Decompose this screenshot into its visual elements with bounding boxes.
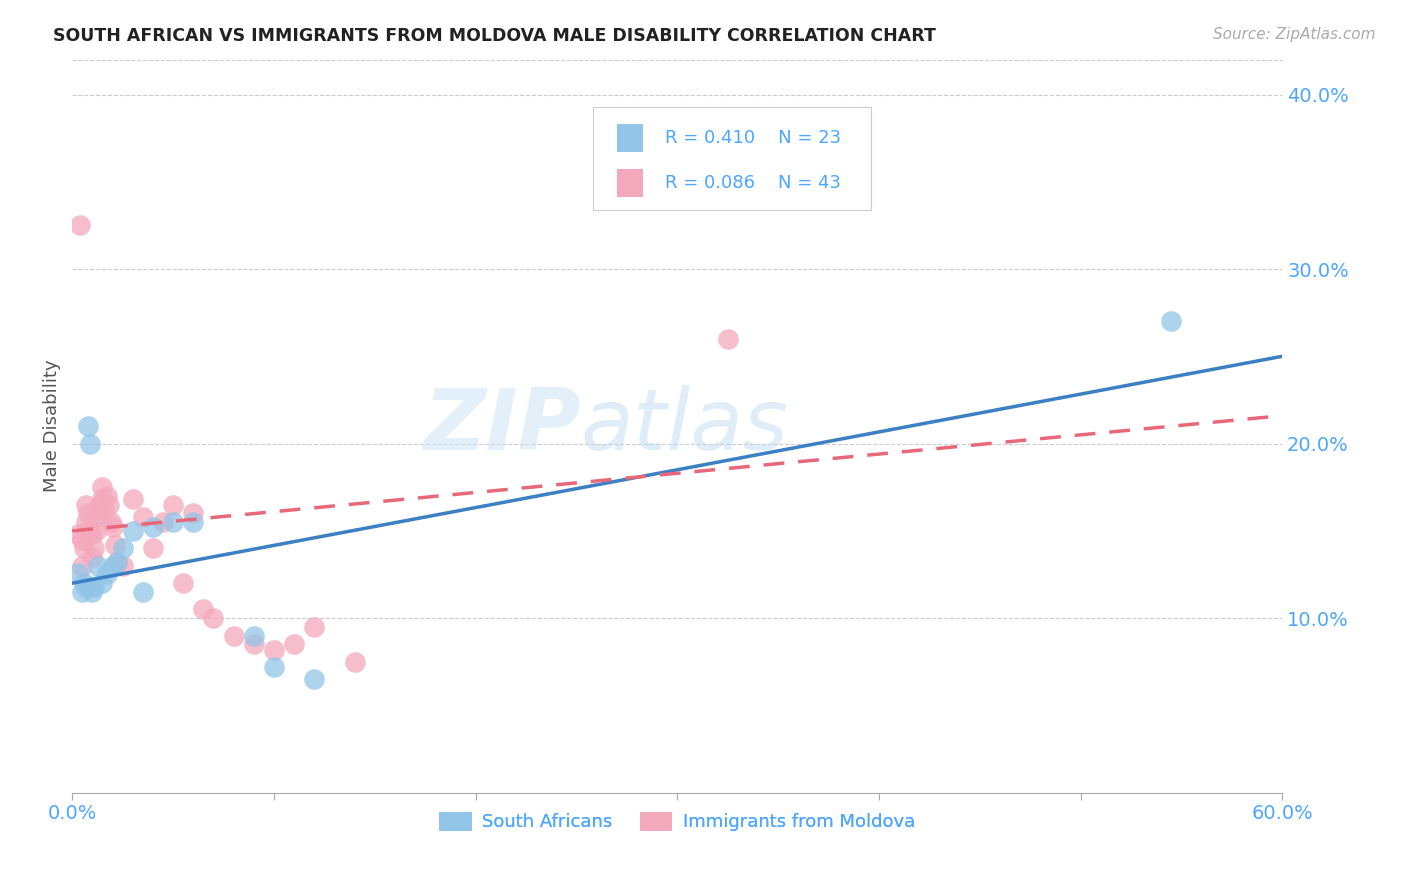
- Point: [1160, 314, 1182, 328]
- Point: [87, 558, 110, 573]
- Point: [103, 538, 125, 552]
- Point: [101, 558, 124, 573]
- Point: [105, 555, 128, 569]
- Point: [75, 498, 97, 512]
- Point: [83, 580, 105, 594]
- Text: Source: ZipAtlas.com: Source: ZipAtlas.com: [1212, 27, 1375, 42]
- Text: R = 0.086    N = 43: R = 0.086 N = 43: [665, 174, 841, 192]
- FancyBboxPatch shape: [617, 169, 644, 196]
- Point: [75, 515, 97, 529]
- Point: [717, 332, 740, 346]
- Point: [72, 585, 94, 599]
- Point: [87, 503, 110, 517]
- Point: [101, 520, 124, 534]
- Point: [172, 576, 194, 591]
- Point: [181, 507, 204, 521]
- Point: [302, 620, 325, 634]
- Point: [83, 541, 105, 556]
- Point: [73, 541, 96, 556]
- Text: SOUTH AFRICAN VS IMMIGRANTS FROM MOLDOVA MALE DISABILITY CORRELATION CHART: SOUTH AFRICAN VS IMMIGRANTS FROM MOLDOVA…: [53, 27, 936, 45]
- Point: [86, 509, 108, 524]
- Point: [152, 515, 174, 529]
- Point: [82, 549, 104, 564]
- Point: [242, 637, 264, 651]
- Point: [222, 629, 245, 643]
- Point: [100, 515, 122, 529]
- FancyBboxPatch shape: [592, 107, 870, 210]
- Point: [142, 541, 165, 556]
- Point: [86, 524, 108, 538]
- Point: [79, 436, 101, 450]
- Point: [111, 558, 134, 573]
- Point: [162, 515, 184, 529]
- Point: [93, 503, 115, 517]
- Point: [263, 660, 285, 674]
- Point: [343, 655, 366, 669]
- Point: [302, 672, 325, 686]
- Point: [283, 637, 305, 651]
- Point: [72, 558, 94, 573]
- Point: [111, 541, 134, 556]
- Point: [142, 520, 165, 534]
- Point: [162, 498, 184, 512]
- Point: [82, 585, 104, 599]
- FancyBboxPatch shape: [617, 124, 644, 152]
- Point: [193, 602, 215, 616]
- Point: [77, 419, 100, 434]
- Point: [75, 580, 97, 594]
- Point: [91, 576, 114, 591]
- Point: [67, 527, 90, 541]
- Point: [69, 219, 91, 233]
- Y-axis label: Male Disability: Male Disability: [44, 359, 60, 492]
- Point: [91, 492, 114, 507]
- Text: atlas: atlas: [581, 384, 789, 467]
- Text: R = 0.410    N = 23: R = 0.410 N = 23: [665, 129, 841, 147]
- Point: [132, 585, 155, 599]
- Point: [96, 567, 118, 582]
- Point: [121, 492, 143, 507]
- Point: [242, 629, 264, 643]
- Point: [263, 642, 285, 657]
- Point: [121, 524, 143, 538]
- Point: [72, 533, 94, 547]
- Point: [77, 507, 100, 521]
- Point: [97, 498, 120, 512]
- Point: [77, 524, 100, 538]
- Point: [202, 611, 225, 625]
- Point: [96, 489, 118, 503]
- Point: [82, 527, 104, 541]
- Point: [91, 480, 114, 494]
- Point: [105, 555, 128, 569]
- Legend: South Africans, Immigrants from Moldova: South Africans, Immigrants from Moldova: [432, 805, 922, 838]
- Point: [181, 515, 204, 529]
- Text: ZIP: ZIP: [423, 384, 581, 467]
- Point: [67, 566, 90, 580]
- Point: [79, 580, 101, 594]
- Point: [132, 509, 155, 524]
- Point: [89, 498, 111, 512]
- Point: [73, 576, 96, 591]
